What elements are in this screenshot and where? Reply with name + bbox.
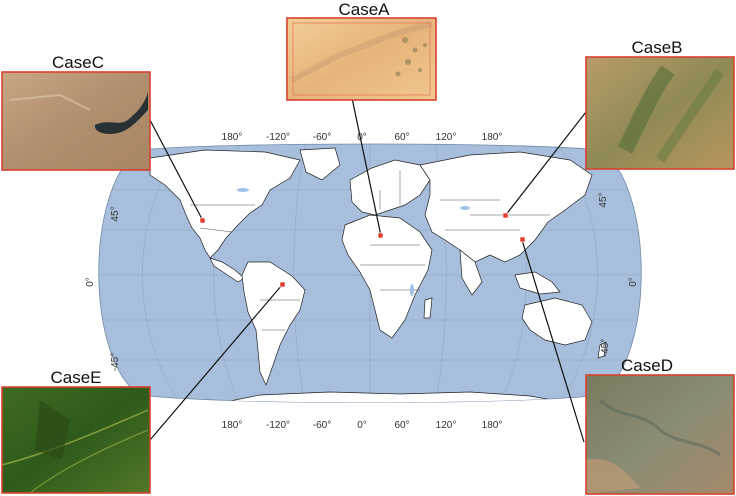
case-d-image <box>585 374 735 495</box>
continent-new-zealand <box>597 341 607 359</box>
case-e-panel: CaseE <box>1 368 151 494</box>
top-lon-label: 60° <box>394 132 409 143</box>
top-longitude-labels: 180° -120° -60° 0° 60° 120° 180° <box>222 132 503 143</box>
marker-case-c <box>199 217 206 224</box>
case-d-panel: CaseD <box>585 356 735 495</box>
continent-australia <box>521 297 593 346</box>
continent-greenland <box>299 147 341 181</box>
case-a-label: CaseA <box>338 0 390 19</box>
case-b-image <box>585 56 735 170</box>
case-b-label: CaseB <box>631 38 682 57</box>
left-lat-label: 0° <box>85 277 96 287</box>
continent-asia <box>419 151 593 263</box>
left-latitude-labels: 45° 0° -45° <box>85 206 121 371</box>
case-a-panel: CaseA <box>286 0 437 101</box>
case-c-image <box>1 71 151 171</box>
case-b-panel: CaseB <box>585 38 735 170</box>
continent-africa <box>341 214 433 339</box>
case-markers <box>199 212 526 288</box>
top-lon-label: -60° <box>313 132 331 143</box>
continent-southeast-asia <box>514 271 561 295</box>
bottom-lon-label: 180° <box>222 420 243 431</box>
continent-europe <box>349 159 431 216</box>
right-latitude-labels: 45° 0° -45° <box>598 192 639 357</box>
top-lon-label: -120° <box>266 132 290 143</box>
bottom-lon-label: 60° <box>394 420 409 431</box>
lakes <box>237 188 470 296</box>
marker-case-d <box>519 236 526 243</box>
continent-central-america <box>209 257 245 283</box>
case-c-label: CaseC <box>52 53 104 72</box>
leader-line-case-b <box>504 111 587 217</box>
case-d-label: CaseD <box>621 356 673 375</box>
case-e-image <box>1 386 151 494</box>
marker-case-a <box>377 232 384 239</box>
bottom-lon-label: 0° <box>357 420 367 431</box>
world-map <box>98 143 642 403</box>
continent-south-america <box>241 261 306 386</box>
left-lat-label: -45° <box>110 353 121 371</box>
continent-madagascar <box>423 297 433 319</box>
top-lon-label: 180° <box>222 132 243 143</box>
leader-line-case-a <box>351 97 382 237</box>
leader-lines <box>149 97 587 443</box>
right-lat-label: 0° <box>628 277 639 287</box>
continent-india <box>459 249 483 296</box>
case-e-label: CaseE <box>50 368 101 387</box>
right-lat-label: -45° <box>600 339 611 357</box>
case-c-panel: CaseC <box>1 53 151 171</box>
bottom-lon-label: 120° <box>436 420 457 431</box>
continents <box>149 147 607 403</box>
top-lon-label: 180° <box>482 132 503 143</box>
continent-north-america <box>149 149 301 259</box>
case-a-image <box>286 17 437 101</box>
top-lon-label: 120° <box>436 132 457 143</box>
bottom-lon-label: -120° <box>266 420 290 431</box>
leader-line-case-e <box>149 284 283 441</box>
leader-line-case-d <box>521 239 585 443</box>
marker-case-b <box>502 212 509 219</box>
bottom-lon-label: -60° <box>313 420 331 431</box>
bottom-lon-label: 180° <box>482 420 503 431</box>
right-lat-label: 45° <box>598 192 609 207</box>
marker-case-e <box>279 281 286 288</box>
bottom-longitude-labels: 180° -120° -60° 0° 60° 120° 180° <box>222 420 503 431</box>
left-lat-label: 45° <box>110 206 121 221</box>
leader-line-case-c <box>149 119 204 222</box>
top-lon-label: 0° <box>357 132 367 143</box>
